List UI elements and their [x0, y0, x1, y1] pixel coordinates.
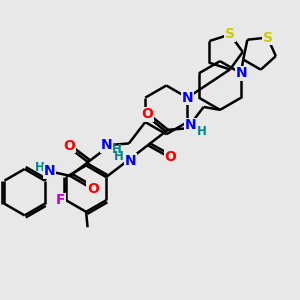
Text: H: H [114, 150, 124, 163]
Text: S: S [262, 31, 273, 45]
Text: N: N [184, 118, 196, 132]
Text: O: O [87, 182, 99, 196]
Text: N: N [235, 66, 247, 80]
Text: O: O [142, 107, 153, 121]
Text: F: F [55, 193, 65, 207]
Text: N: N [101, 138, 112, 152]
Text: O: O [164, 149, 176, 164]
Text: H: H [112, 143, 122, 156]
Text: N: N [182, 91, 193, 105]
Text: N: N [44, 164, 55, 178]
Text: H: H [197, 125, 207, 138]
Text: O: O [64, 139, 75, 152]
Text: N: N [125, 154, 136, 168]
Text: H: H [34, 161, 44, 174]
Text: S: S [225, 27, 235, 41]
